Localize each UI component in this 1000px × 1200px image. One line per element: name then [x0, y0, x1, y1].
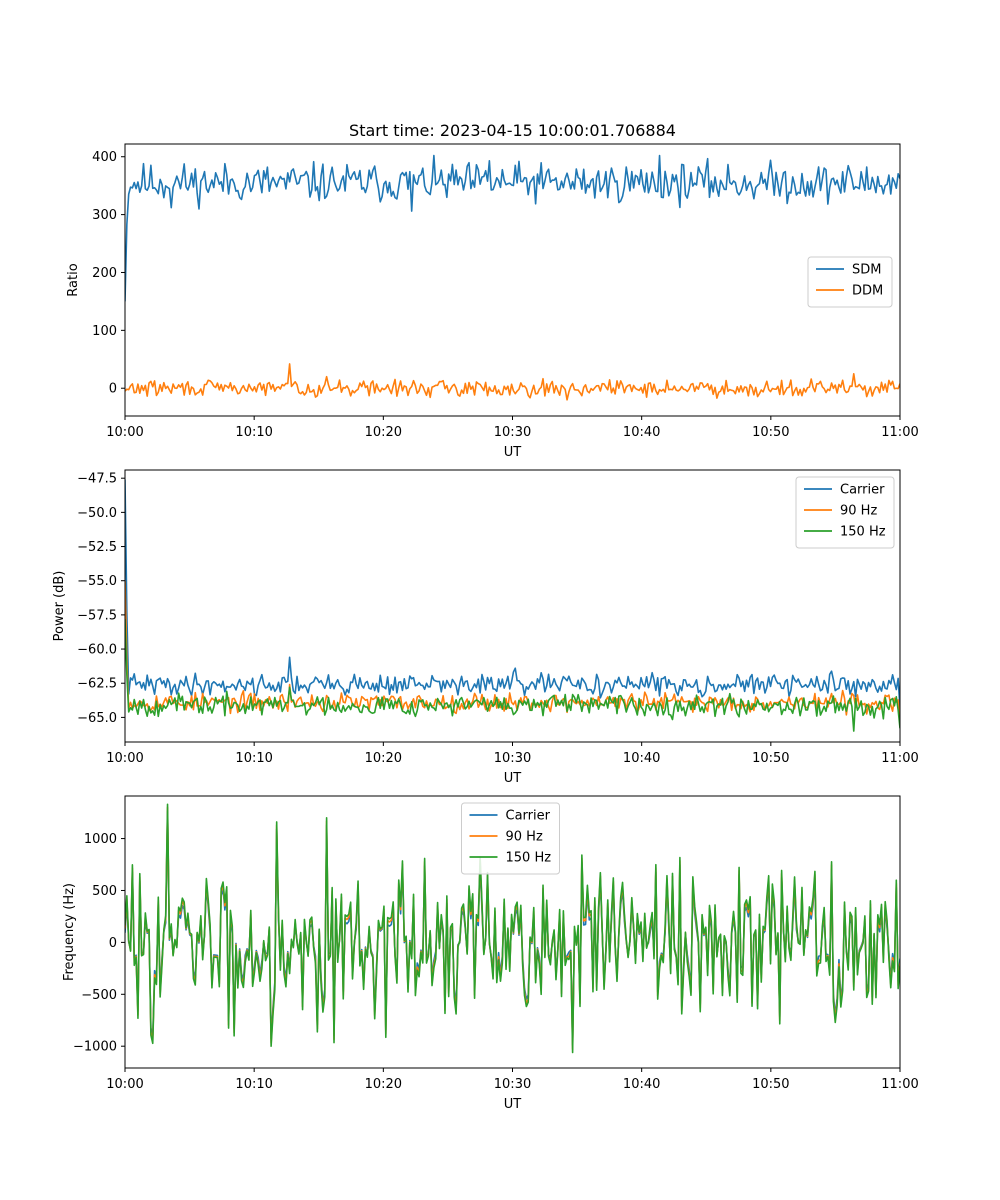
y-tick-label: −60.0 [77, 643, 117, 658]
series-line-carrier [125, 479, 900, 710]
x-tick-label: 10:10 [235, 425, 272, 440]
x-tick-label: 10:10 [235, 751, 272, 766]
series-lines [125, 479, 900, 732]
y-tick-label: −52.5 [77, 540, 117, 555]
x-tick-label: 10:50 [752, 751, 789, 766]
y-tick-label: 300 [92, 208, 117, 223]
y-axis-label: Frequency (Hz) [62, 883, 77, 981]
legend-label: 150 Hz [840, 525, 886, 540]
panel-2: 10:00 10:10 10:20 10:30 10:40 10:50 11:00 −47.5… [52, 469, 919, 786]
legend-label: Carrier [506, 809, 551, 824]
legend-label: SDM [852, 263, 881, 278]
x-tick-label: 10:00 [106, 425, 143, 440]
x-tick-label: 10:30 [494, 751, 531, 766]
x-axis-label: UT [504, 445, 522, 460]
y-tick-label: 1000 [84, 832, 117, 847]
y-tick-label: −500 [81, 988, 117, 1003]
legend-label: 150 Hz [506, 851, 552, 866]
y-tick-label: −62.5 [77, 677, 117, 692]
y-tick-label: 0 [109, 382, 117, 397]
x-axis-label: UT [504, 1097, 522, 1112]
x-tick-label: 10:50 [752, 1077, 789, 1092]
y-axis-label: Power (dB) [52, 571, 67, 642]
y-tick-label: −47.5 [77, 472, 117, 487]
y-tick-label: −55.0 [77, 574, 117, 589]
panels: 10:00 10:10 10:20 10:30 10:40 10:50 11:00 0 100 2… [52, 143, 919, 1112]
y-tick-label: 100 [92, 324, 117, 339]
chart-title: Start time: 2023-04-15 10:00:01.706884 [349, 121, 676, 140]
x-tick-label: 10:00 [106, 1077, 143, 1092]
legend: Carrier 90 Hz 150 Hz [461, 802, 560, 875]
panel-3: 10:00 10:10 10:20 10:30 10:40 10:50 11:00 −1000… [62, 795, 919, 1112]
series-line-150-hz [125, 618, 900, 732]
x-tick-label: 10:40 [623, 751, 660, 766]
y-tick-label: −65.0 [77, 711, 117, 726]
y-tick-label: 500 [92, 884, 117, 899]
x-tick-label: 10:20 [365, 751, 402, 766]
series-line-150-hz [125, 803, 900, 1054]
series-lines [125, 803, 900, 1054]
legend-label: Carrier [840, 483, 885, 498]
legend-label: DDM [852, 284, 883, 299]
x-tick-label: 11:00 [881, 1077, 918, 1092]
x-tick-label: 10:30 [494, 425, 531, 440]
y-axis-label: Ratio [66, 263, 81, 296]
series-line-ddm [125, 363, 900, 401]
x-tick-label: 10:50 [752, 425, 789, 440]
y-tick-label: −50.0 [77, 506, 117, 521]
series-lines [125, 154, 900, 401]
y-tick-label: 0 [109, 936, 117, 951]
y-tick-label: −57.5 [77, 608, 117, 623]
panel-1: 10:00 10:10 10:20 10:30 10:40 10:50 11:00 0 100 2… [66, 143, 919, 460]
legend: Carrier 90 Hz 150 Hz [795, 476, 895, 549]
legend: SDM DDM [807, 256, 893, 308]
legend-label: 90 Hz [506, 830, 543, 845]
x-tick-label: 11:00 [881, 425, 918, 440]
series-line-90-hz [125, 580, 900, 726]
series-line-sdm [125, 154, 900, 302]
x-tick-label: 10:20 [365, 1077, 402, 1092]
y-tick-label: 400 [92, 150, 117, 165]
legend-label: 90 Hz [840, 504, 877, 519]
x-tick-label: 11:00 [881, 751, 918, 766]
y-tick-label: −1000 [73, 1040, 117, 1055]
y-tick-label: 200 [92, 266, 117, 281]
x-tick-label: 10:00 [106, 751, 143, 766]
x-tick-label: 10:10 [235, 1077, 272, 1092]
x-tick-label: 10:30 [494, 1077, 531, 1092]
x-axis-label: UT [504, 771, 522, 786]
x-tick-label: 10:40 [623, 425, 660, 440]
x-tick-label: 10:20 [365, 425, 402, 440]
x-tick-label: 10:40 [623, 1077, 660, 1092]
